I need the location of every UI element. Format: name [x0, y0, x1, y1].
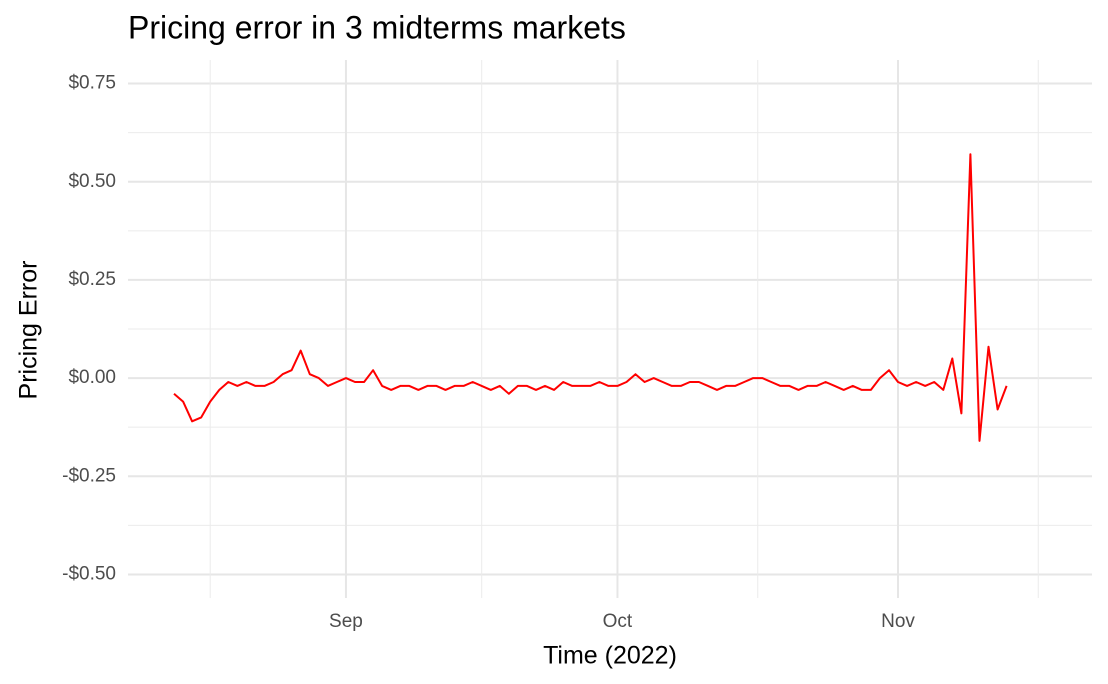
marks [173, 153, 1008, 442]
x-tick-label: Sep [329, 611, 363, 632]
y-tick-label: -$0.25 [62, 465, 116, 486]
y-tick-label: $0.75 [68, 73, 116, 94]
y-tick-label: $0.00 [68, 367, 116, 388]
y-tick-label: $0.25 [68, 269, 116, 290]
grid [128, 60, 1092, 598]
y-tick-label: $0.50 [68, 171, 116, 192]
chart-title: Pricing error in 3 midterms markets [128, 9, 626, 45]
x-tick-label: Oct [603, 611, 633, 632]
y-axis-title: Pricing Error [15, 261, 43, 400]
y-tick-label: -$0.50 [62, 563, 116, 584]
line [173, 153, 1008, 442]
x-tick-label: Nov [881, 611, 915, 632]
x-axis-title: Time (2022) [543, 642, 677, 670]
